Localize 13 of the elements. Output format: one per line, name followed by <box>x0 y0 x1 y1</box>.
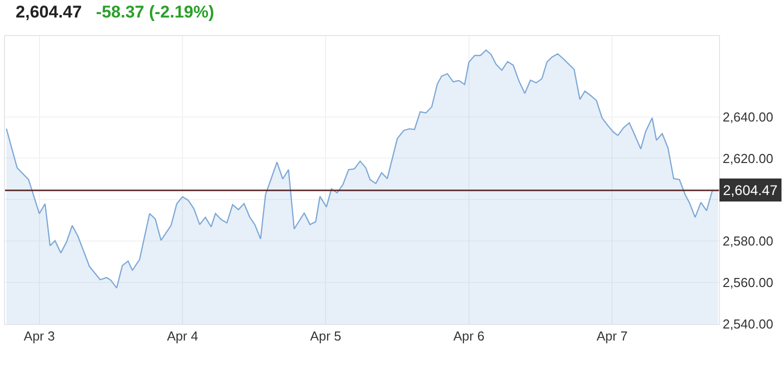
chart-title: 2,604.47 <box>16 2 82 22</box>
y-tick-label: 2,560.00 <box>722 275 774 290</box>
y-tick-label: 2,580.00 <box>722 234 774 249</box>
x-tick-label: Apr 7 <box>596 328 628 344</box>
x-tick-label: Apr 6 <box>453 328 484 344</box>
x-tick-label: Apr 5 <box>310 328 342 344</box>
y-tick-label: 2,620.00 <box>722 150 774 166</box>
chart-subtitle: -58.37 (-2.19%) <box>96 2 214 22</box>
x-tick-label: Apr 3 <box>24 328 55 344</box>
y-tick-label: 2,640.00 <box>722 109 774 124</box>
y-tick-label: 2,540.00 <box>722 316 774 332</box>
x-tick-label: Apr 4 <box>166 328 198 344</box>
ref-line-label: 2,604.47 <box>723 182 778 198</box>
